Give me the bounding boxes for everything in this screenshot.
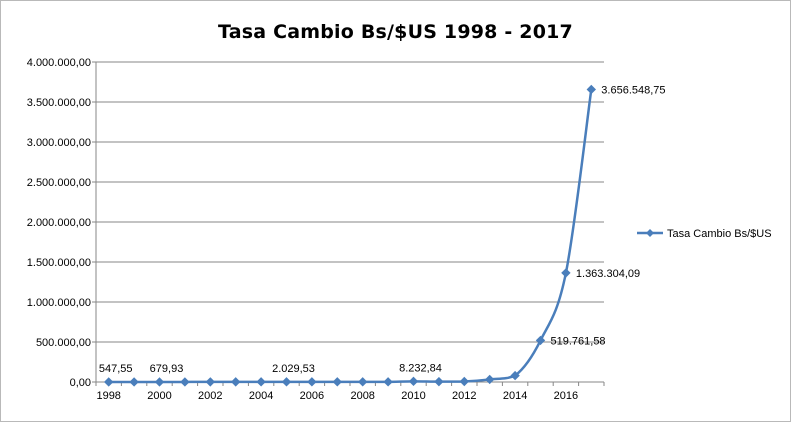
data-point-marker (357, 377, 368, 387)
data-point-marker (535, 335, 546, 346)
x-tick-label: 2014 (503, 390, 527, 402)
data-point-marker (230, 377, 241, 387)
x-tick-label: 2008 (350, 390, 374, 402)
data-point-marker (383, 377, 393, 387)
data-point-marker (154, 377, 165, 387)
data-point-marker (129, 377, 139, 387)
data-point-marker (586, 84, 597, 95)
y-tick-label: 1.000.000,00 (27, 297, 91, 309)
data-label: 8.232,84 (399, 362, 442, 374)
data-label: 1.363.304,09 (576, 268, 640, 280)
y-tick-label: 500.000,00 (36, 337, 91, 349)
data-point-marker (459, 376, 470, 387)
data-point-marker (434, 376, 444, 387)
x-tick-label: 2006 (300, 390, 324, 402)
legend-marker (646, 229, 654, 237)
y-tick-label: 3.500.000,00 (27, 97, 91, 109)
x-tick-label: 2000 (147, 390, 171, 402)
data-point-marker (561, 268, 571, 278)
data-point-marker (332, 377, 343, 387)
data-point-marker (103, 377, 114, 387)
y-tick-label: 2.500.000,00 (27, 177, 91, 189)
series-line (108, 89, 593, 384)
chart-title: Tasa Cambio Bs/$US 1998 - 2017 (218, 21, 573, 43)
data-label: 679,93 (150, 363, 184, 375)
x-tick-label: 2012 (452, 390, 476, 402)
data-point-marker (484, 374, 495, 385)
data-label: 519.761,58 (551, 335, 606, 347)
y-tick-label: 4.000.000,00 (27, 57, 91, 69)
x-tick-label: 2016 (554, 390, 578, 402)
data-point-marker (205, 377, 216, 387)
y-tick-label: 2.000.000,00 (27, 217, 91, 229)
data-point-marker (510, 370, 520, 381)
data-label: 3.656.548,75 (601, 84, 665, 96)
data-label: 2.029,53 (272, 363, 315, 375)
data-point-marker (307, 377, 317, 387)
x-tick-label: 2010 (401, 390, 425, 402)
data-point-marker (281, 377, 292, 387)
y-tick-label: 1.500.000,00 (27, 257, 91, 269)
y-tick-label: 0,00 (70, 377, 91, 389)
x-tick-label: 1998 (96, 390, 120, 402)
y-tick-label: 3.000.000,00 (27, 137, 91, 149)
data-point-marker (256, 377, 266, 387)
data-point-marker (408, 376, 419, 387)
legend-label: Tasa Cambio Bs/$US (667, 228, 772, 240)
data-point-marker (180, 377, 190, 387)
data-label: 547,55 (99, 363, 133, 375)
x-tick-label: 2002 (198, 390, 222, 402)
x-tick-label: 2004 (249, 390, 273, 402)
